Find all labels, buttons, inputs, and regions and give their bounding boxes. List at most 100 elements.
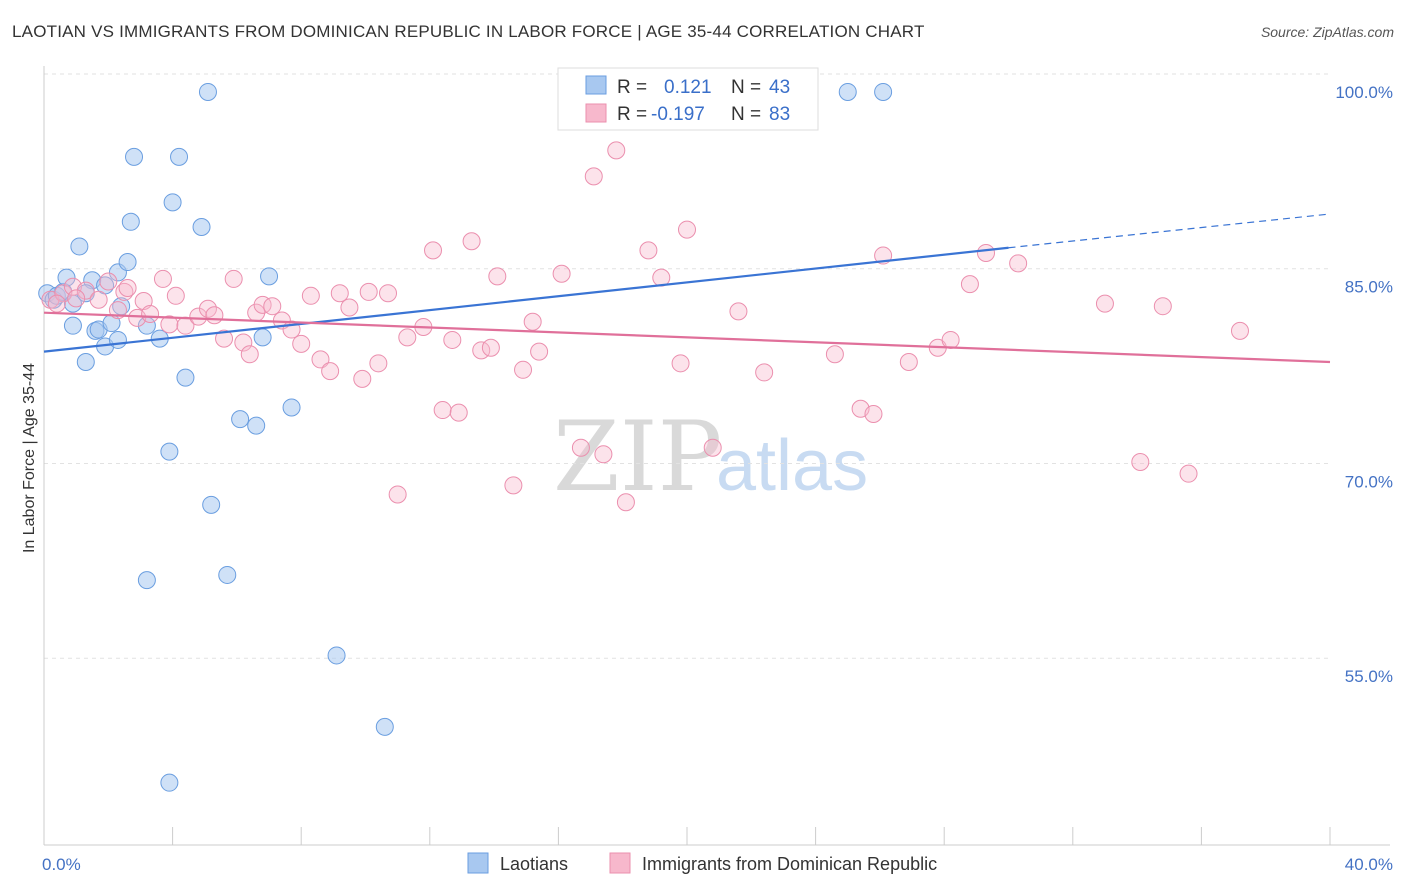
y-tick-label-0: 100.0% bbox=[1335, 83, 1393, 102]
series-1-point-52 bbox=[552, 264, 571, 283]
series-0-point-38 bbox=[375, 717, 394, 736]
series-1-point-53 bbox=[571, 438, 590, 457]
stats-legend-swatch-dominican bbox=[585, 103, 607, 123]
series-1-point-60 bbox=[671, 354, 690, 373]
series-1-point-27 bbox=[292, 334, 311, 353]
series-1-point-18 bbox=[215, 329, 234, 348]
series-0-point-40 bbox=[838, 82, 857, 101]
series-1-point-64 bbox=[755, 363, 774, 382]
series-1-point-30 bbox=[321, 362, 340, 381]
series-0-point-22 bbox=[137, 571, 156, 590]
series-0-point-36 bbox=[282, 398, 301, 417]
series-1-point-55 bbox=[594, 445, 613, 464]
series-1-point-57 bbox=[616, 493, 635, 512]
series-1-point-47 bbox=[488, 267, 507, 286]
bottom-legend: Laotians Immigrants from Dominican Repub… bbox=[467, 852, 937, 874]
series-1-point-75 bbox=[1095, 294, 1114, 313]
series-1-point-19 bbox=[224, 269, 243, 288]
series-1-point-35 bbox=[369, 354, 388, 373]
series-1-point-49 bbox=[514, 360, 533, 379]
series-1-point-24 bbox=[263, 297, 282, 316]
series-0-point-31 bbox=[218, 565, 237, 584]
series-1-point-80 bbox=[47, 294, 66, 313]
series-1-point-41 bbox=[433, 401, 452, 420]
legend-label-dominican: Immigrants from Dominican Republic bbox=[642, 854, 937, 874]
y-tick-label-1: 85.0% bbox=[1345, 278, 1393, 297]
series-1-point-56 bbox=[607, 141, 626, 160]
series-1-point-36 bbox=[379, 284, 398, 303]
stats-legend-r-value-1: 0.121 bbox=[664, 77, 712, 98]
series-0-point-26 bbox=[170, 147, 189, 166]
series-1-point-81 bbox=[67, 289, 86, 308]
legend-swatch-laotians bbox=[467, 852, 489, 874]
stats-legend-n-value-1: 43 bbox=[769, 77, 790, 98]
series-1-point-51 bbox=[530, 342, 549, 361]
series-1-point-78 bbox=[1179, 464, 1198, 483]
legend-label-laotians: Laotians bbox=[500, 854, 568, 874]
series-0-point-15 bbox=[108, 330, 127, 349]
series-1-point-29 bbox=[311, 350, 330, 369]
series-1-point-58 bbox=[639, 241, 658, 260]
stats-legend: R = 0.121 N = 43 R = -0.197 N = 83 bbox=[557, 67, 819, 131]
series-1-point-28 bbox=[301, 286, 320, 305]
series-0-point-28 bbox=[192, 217, 211, 236]
series-0-point-24 bbox=[160, 442, 179, 461]
series-1-point-72 bbox=[960, 275, 979, 294]
series-1-point-76 bbox=[1131, 452, 1150, 471]
series-0-point-27 bbox=[176, 368, 195, 387]
series-0-point-41 bbox=[874, 82, 893, 101]
series-0-point-35 bbox=[260, 267, 279, 286]
series-1-point-69 bbox=[899, 353, 918, 372]
stats-legend-r-label-1: R = bbox=[617, 77, 647, 98]
watermark-atlas: atlas bbox=[716, 426, 868, 506]
series-0-point-25 bbox=[163, 193, 182, 212]
series-1-point-33 bbox=[353, 369, 372, 388]
series-1-point-44 bbox=[462, 232, 481, 251]
series-1-point-82 bbox=[118, 279, 137, 298]
x-tick-labels: 0.0% 40.0% bbox=[42, 855, 1393, 874]
series-0-point-19 bbox=[121, 212, 140, 231]
y-tick-labels: 100.0% 85.0% 70.0% 55.0% bbox=[1335, 83, 1393, 686]
series-0-point-29 bbox=[198, 82, 217, 101]
series-0-point-30 bbox=[202, 495, 221, 514]
series-1-point-32 bbox=[340, 298, 359, 317]
trend-lines bbox=[43, 213, 1331, 364]
series-0-point-34 bbox=[253, 328, 272, 347]
y-tick-label-3: 55.0% bbox=[1345, 667, 1393, 686]
series-1-point-20 bbox=[234, 333, 253, 352]
series-1-point-16 bbox=[198, 299, 217, 318]
trend-line-1 bbox=[43, 311, 1331, 364]
series-0-points bbox=[38, 82, 893, 792]
source-label: Source: ZipAtlas.com bbox=[1260, 24, 1394, 40]
series-0-point-8 bbox=[76, 353, 95, 372]
series-1-point-74 bbox=[1009, 254, 1028, 273]
y-axis-label: In Labor Force | Age 35-44 bbox=[21, 363, 38, 553]
series-1-point-77 bbox=[1153, 297, 1172, 316]
series-1-point-73 bbox=[976, 243, 995, 262]
series-1-point-40 bbox=[424, 241, 443, 260]
series-1-point-71 bbox=[941, 330, 960, 349]
series-1-point-79 bbox=[1230, 321, 1249, 340]
trend-line-0 bbox=[43, 246, 1009, 353]
axes bbox=[43, 66, 1390, 846]
trend-line-0-extension bbox=[1008, 213, 1331, 249]
series-0-point-37 bbox=[327, 646, 346, 665]
series-1-point-9 bbox=[134, 291, 153, 310]
series-1-point-31 bbox=[330, 284, 349, 303]
series-1-point-13 bbox=[166, 286, 185, 305]
stats-legend-n-value-2: 83 bbox=[769, 104, 790, 125]
series-1-point-46 bbox=[481, 338, 500, 357]
series-1-point-34 bbox=[359, 282, 378, 301]
stats-legend-swatch-laotians bbox=[585, 75, 607, 95]
series-1-point-61 bbox=[678, 220, 696, 239]
series-0-point-39 bbox=[160, 773, 179, 792]
legend-swatch-dominican bbox=[609, 852, 631, 874]
series-1-point-12 bbox=[160, 315, 179, 334]
series-1-point-54 bbox=[584, 167, 603, 186]
series-0-point-20 bbox=[125, 147, 144, 166]
series-0-point-7 bbox=[70, 237, 89, 256]
series-1-point-11 bbox=[153, 269, 172, 288]
series-0-point-18 bbox=[118, 253, 137, 272]
series-1-point-17 bbox=[205, 306, 224, 325]
